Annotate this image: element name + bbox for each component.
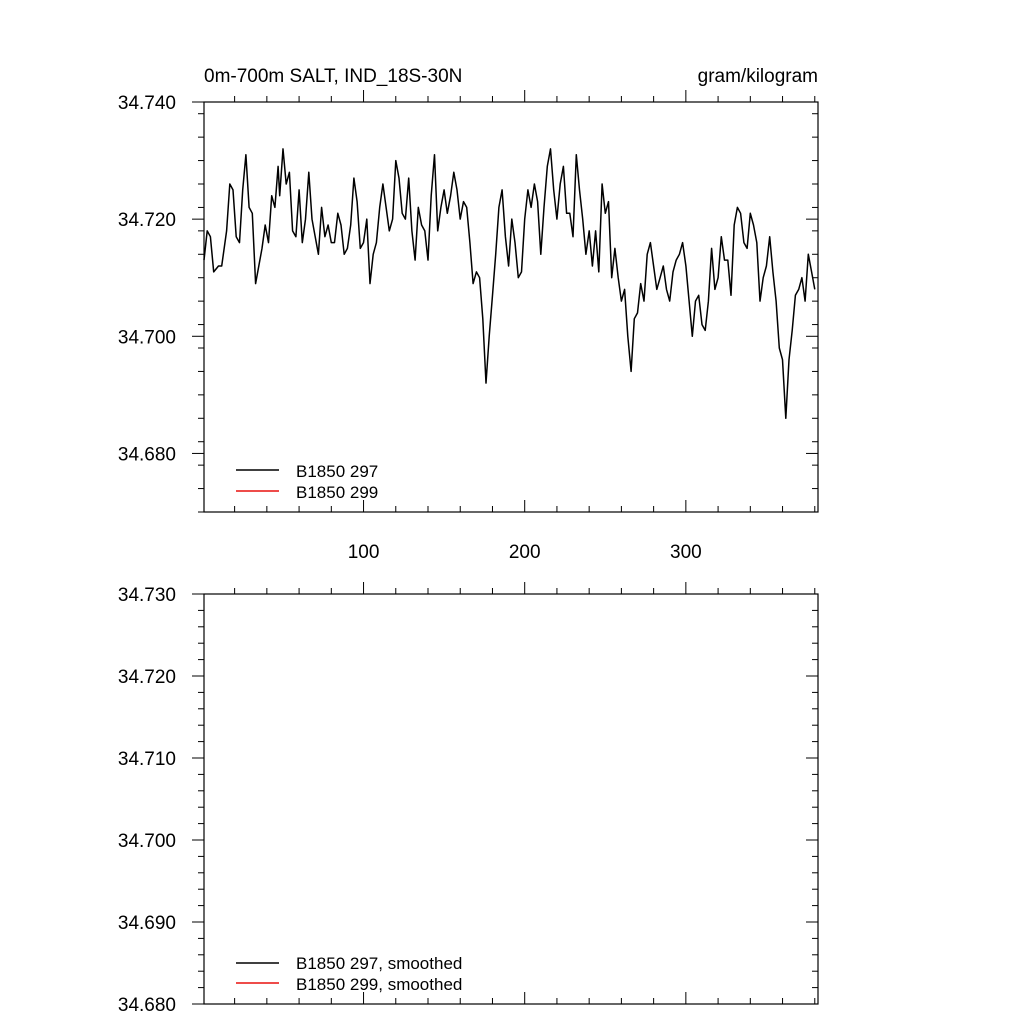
x-tick-label: 100 — [348, 542, 380, 563]
series-line-1 — [203, 148, 816, 420]
y-tick-label: 34.680 — [118, 995, 176, 1016]
x-tick-label: 300 — [670, 542, 702, 563]
y-tick-label: 34.700 — [118, 327, 176, 348]
salt-smoothed-panel: 34.730 34.720 34.710 34.700 34.690 34.680 B18… — [118, 582, 819, 1016]
y-tick-label: 34.720 — [118, 667, 176, 688]
legend-label-series-2: B1850 299 — [296, 483, 378, 502]
y-tick-label: 34.700 — [118, 831, 176, 852]
legend-label-series-2: B1850 299, smoothed — [296, 975, 462, 994]
legend-label-series-1: B1850 297, smoothed — [296, 954, 462, 973]
plot-frame — [203, 101, 819, 513]
legend-label-series-1: B1850 297 — [296, 462, 378, 481]
x-tick-label: 200 — [509, 542, 541, 563]
y-tick-label: 34.710 — [118, 749, 176, 770]
chart-title: 0m-700m SALT, IND_18S-30N — [204, 66, 462, 87]
legend: B1850 297, smoothed B1850 299, smoothed — [236, 954, 462, 994]
plot-frame — [203, 593, 819, 1005]
y-tick-label: 34.680 — [118, 444, 176, 465]
y-tick-label: 34.720 — [118, 210, 176, 231]
salt-raw-panel: 100 200 300 34.740 34.720 34.700 34.680 0m-700… — [118, 66, 819, 563]
y-tick-label: 34.740 — [118, 93, 176, 114]
y-tick-label: 34.690 — [118, 913, 176, 934]
y-tick-label: 34.730 — [118, 585, 176, 606]
legend: B1850 297 B1850 299 — [236, 462, 378, 502]
units-label: gram/kilogram — [698, 66, 818, 87]
